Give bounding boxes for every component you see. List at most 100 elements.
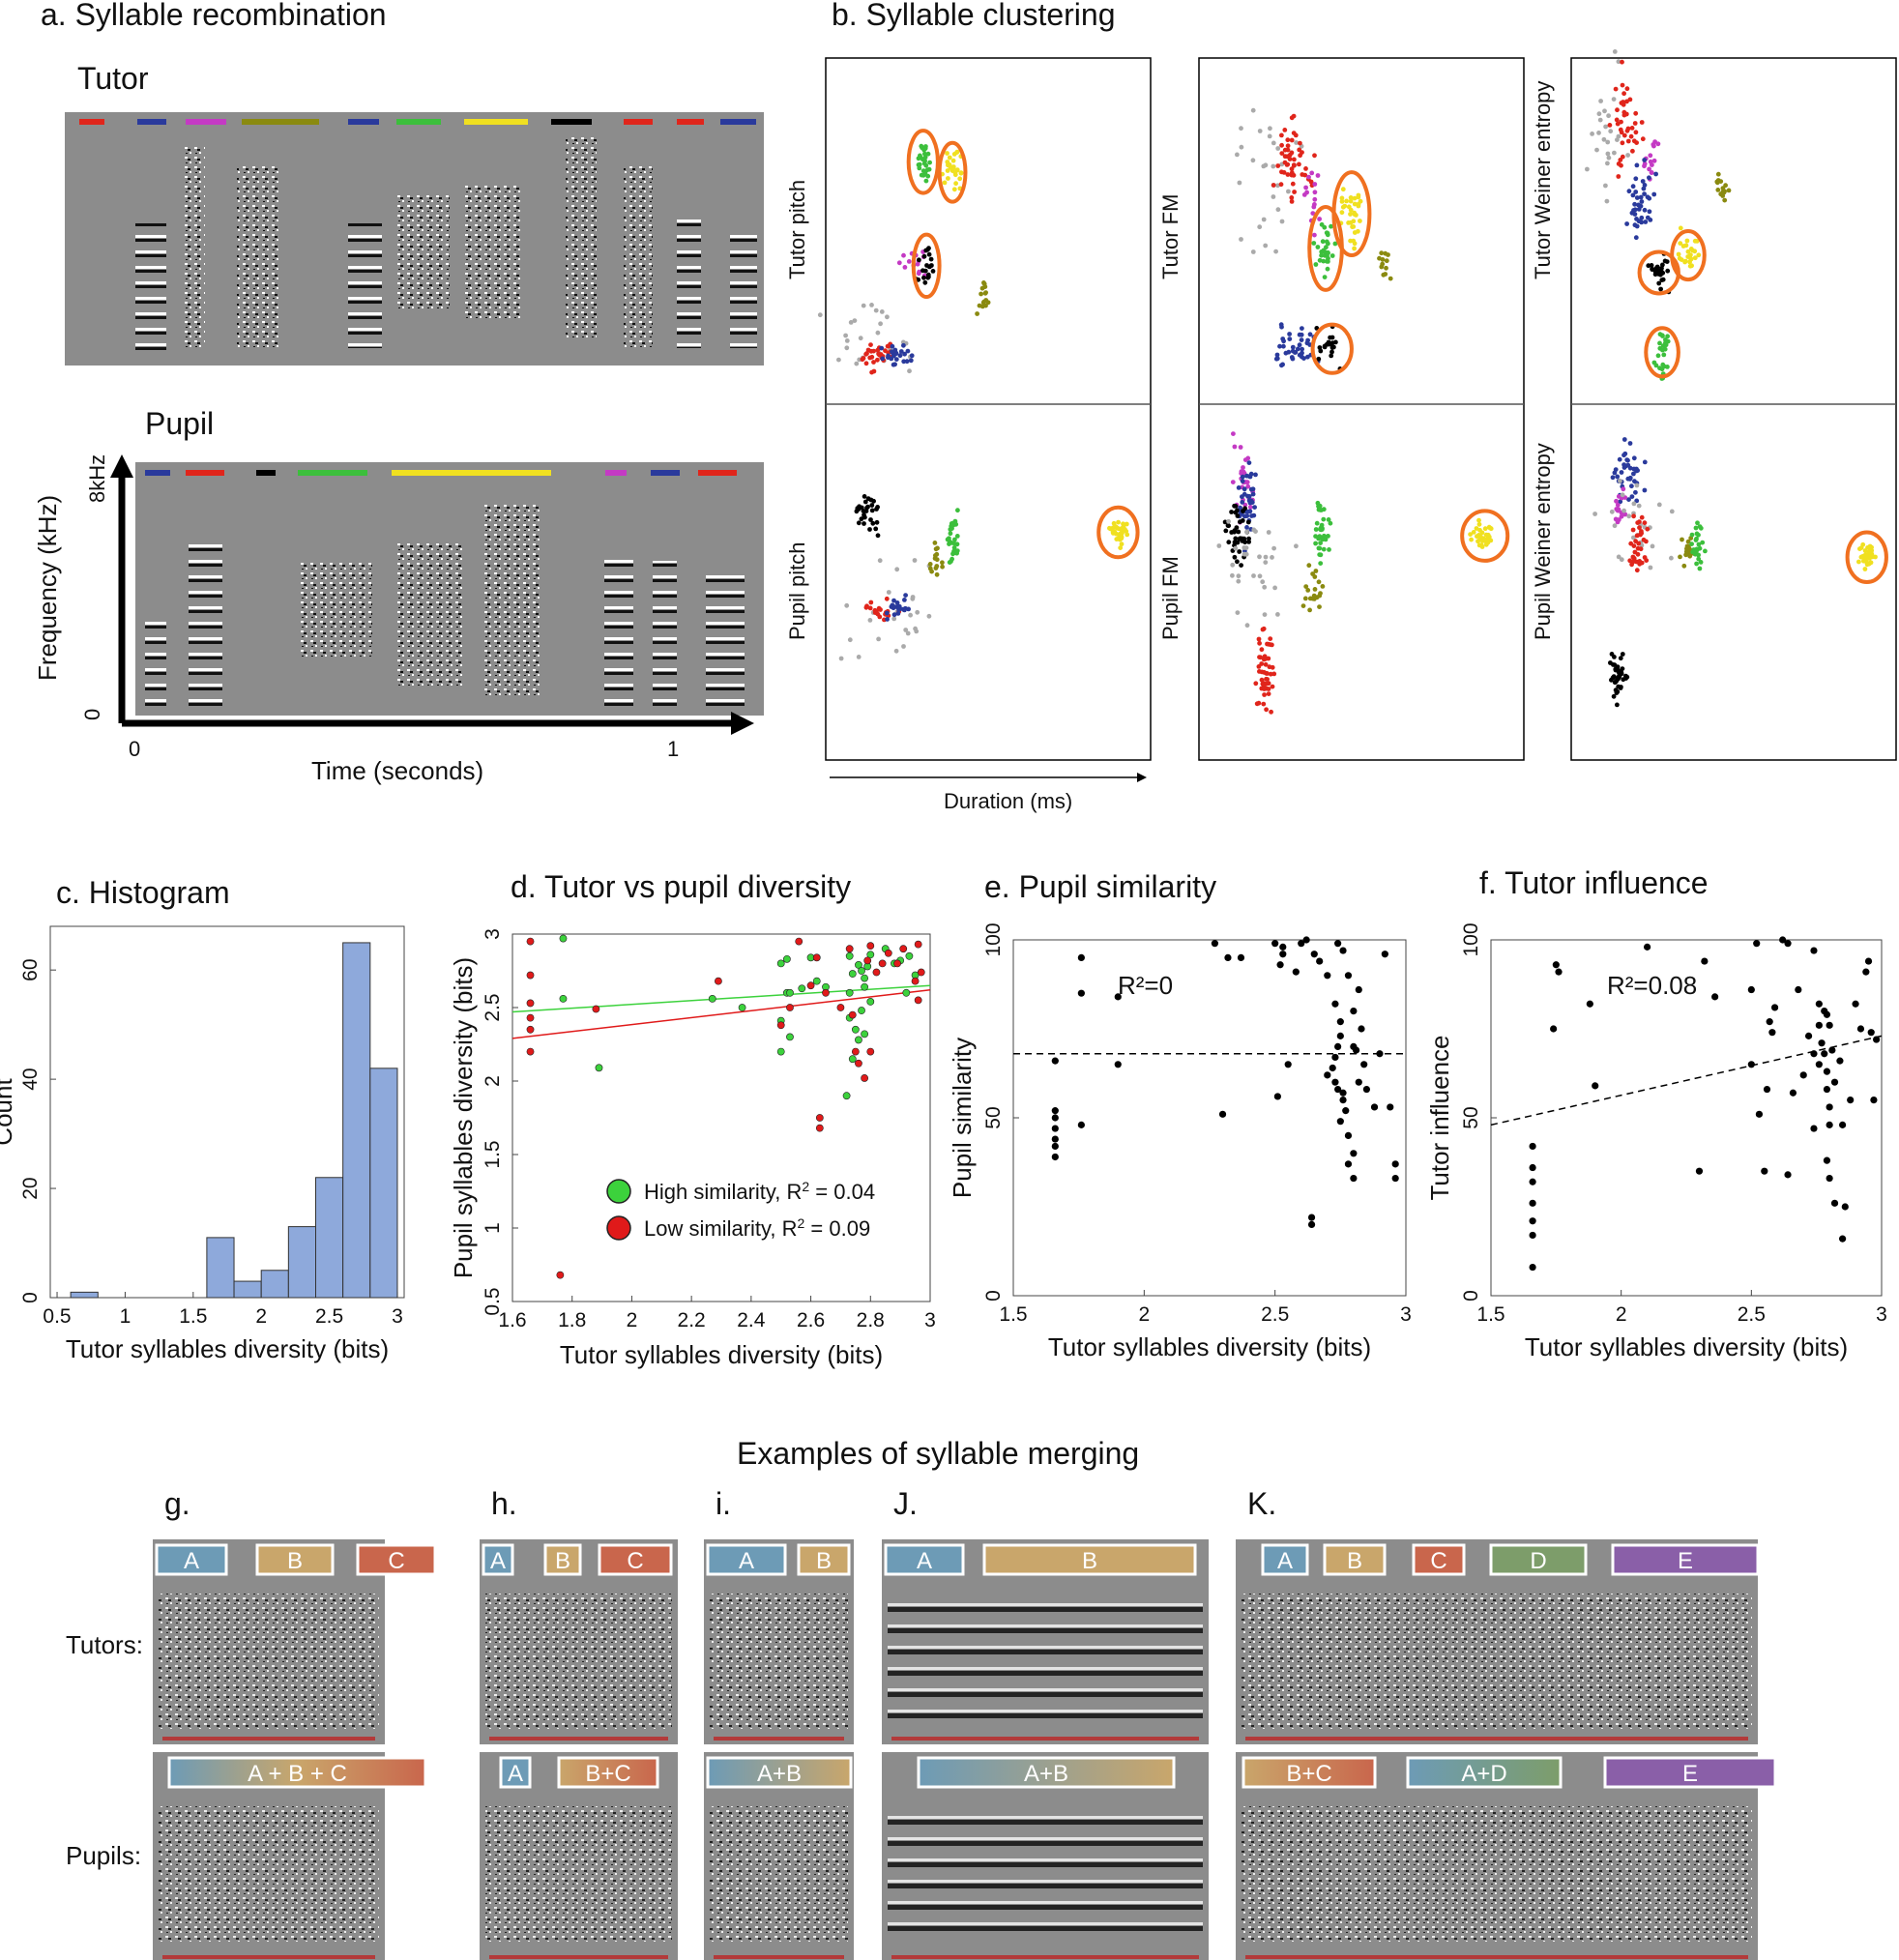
cluster-point bbox=[1857, 546, 1862, 551]
cluster-point bbox=[1236, 573, 1242, 579]
cluster-point bbox=[1626, 189, 1632, 194]
cluster-point bbox=[1659, 278, 1665, 282]
cluster-point bbox=[1344, 198, 1349, 204]
cluster-point bbox=[947, 162, 952, 167]
cluster-point bbox=[1862, 567, 1868, 571]
cluster-point bbox=[1279, 219, 1285, 224]
cluster-point bbox=[900, 339, 906, 345]
scatter-point bbox=[812, 953, 821, 962]
cluster-point bbox=[1300, 172, 1305, 177]
cluster-point bbox=[1263, 661, 1269, 667]
cluster-point bbox=[1245, 509, 1251, 514]
cluster-point bbox=[1615, 474, 1621, 480]
cluster-point bbox=[1317, 604, 1322, 609]
x-tick-label: 1.6 bbox=[498, 1309, 526, 1331]
cluster-point bbox=[1648, 153, 1653, 159]
cluster-point bbox=[1312, 190, 1318, 195]
cluster-point bbox=[1278, 182, 1284, 188]
pupil-trace bbox=[485, 1806, 672, 1942]
cluster-point bbox=[1270, 555, 1274, 560]
cluster-point bbox=[1642, 207, 1648, 213]
cluster-point bbox=[1116, 536, 1121, 541]
scatter-point bbox=[836, 1004, 845, 1011]
cluster-point bbox=[1645, 194, 1651, 200]
cluster-point bbox=[1256, 636, 1262, 642]
y-tick-label: 1.5 bbox=[482, 1140, 504, 1168]
scatter-point bbox=[845, 988, 854, 997]
cluster-point bbox=[925, 151, 931, 157]
scatter-point bbox=[1298, 940, 1305, 948]
cluster-point bbox=[900, 606, 906, 612]
cluster-point bbox=[1656, 280, 1662, 286]
cluster-point bbox=[1358, 198, 1363, 204]
cluster-point bbox=[1266, 687, 1271, 691]
cluster-point bbox=[951, 187, 957, 192]
x-tick-label: 2.4 bbox=[737, 1309, 766, 1331]
cluster-point bbox=[917, 161, 922, 167]
cluster-point bbox=[1120, 526, 1125, 532]
cluster-point bbox=[1306, 174, 1311, 180]
scatter-point bbox=[1358, 1025, 1365, 1033]
cluster-point bbox=[979, 291, 983, 297]
cluster-point bbox=[1640, 179, 1646, 184]
pupil-syllable-bar bbox=[392, 470, 551, 476]
cluster-point bbox=[1240, 474, 1245, 480]
legend-label-high: High similarity, R2 = 0.04 bbox=[644, 1179, 875, 1204]
cluster-point bbox=[1322, 275, 1328, 279]
panel-e: e. Pupil similarity 1.5 2 2.5 3 0 50 100 Tutor … bbox=[948, 869, 1412, 1361]
cluster-point bbox=[1689, 532, 1695, 538]
cluster-point bbox=[981, 299, 986, 305]
cluster-point bbox=[906, 259, 912, 264]
cluster-point bbox=[1229, 510, 1234, 514]
cluster-point bbox=[1232, 554, 1238, 560]
cluster-point bbox=[1692, 551, 1698, 557]
cluster-point bbox=[1486, 534, 1492, 540]
cluster-point bbox=[1287, 332, 1292, 336]
cluster-point bbox=[1615, 676, 1621, 681]
cluster-point bbox=[929, 569, 934, 574]
cluster-point bbox=[861, 509, 866, 513]
cluster-point bbox=[1226, 540, 1232, 545]
y-tick-label: 0 bbox=[19, 1292, 42, 1303]
cluster-point bbox=[1329, 353, 1334, 359]
tutor-syllable-bar bbox=[551, 119, 592, 125]
cluster-point bbox=[1638, 194, 1644, 200]
cluster-point bbox=[914, 629, 920, 634]
cluster-point bbox=[1665, 268, 1671, 274]
cluster-point bbox=[1604, 198, 1610, 204]
histogram-bar bbox=[342, 942, 371, 1299]
cluster-point bbox=[1634, 162, 1640, 168]
example-letter: h. bbox=[491, 1486, 517, 1521]
cluster-point bbox=[1326, 259, 1330, 264]
cluster-point bbox=[1621, 486, 1626, 492]
cluster-point bbox=[1245, 519, 1251, 525]
cluster-point bbox=[1118, 545, 1124, 550]
fit-line bbox=[511, 984, 931, 1013]
cluster-point bbox=[1234, 525, 1240, 530]
cluster-point bbox=[1694, 561, 1699, 567]
cluster-point bbox=[1328, 520, 1333, 526]
cluster-point bbox=[1303, 584, 1309, 589]
x-tick-label: 1.8 bbox=[558, 1309, 586, 1331]
cluster-point bbox=[1624, 128, 1630, 133]
scatter-point bbox=[1826, 1174, 1833, 1183]
pupil-syllable-label: A+B bbox=[1024, 1761, 1068, 1787]
cluster-point bbox=[922, 151, 927, 157]
scatter-point bbox=[822, 988, 830, 997]
cluster-point bbox=[862, 494, 867, 499]
cluster-point bbox=[1239, 126, 1243, 132]
cluster-point bbox=[1598, 99, 1603, 103]
scatter-point bbox=[1823, 1156, 1831, 1164]
tutor-syllable-bar bbox=[137, 119, 166, 125]
cluster-point bbox=[1861, 558, 1866, 564]
cluster-point bbox=[1680, 244, 1686, 249]
scatter-point bbox=[1870, 1097, 1878, 1104]
pupil-underline bbox=[162, 1955, 375, 1959]
scatter-point bbox=[861, 982, 869, 991]
panel-e-title: e. Pupil similarity bbox=[984, 869, 1216, 904]
cluster-point bbox=[1268, 636, 1273, 641]
tutor-syllable-bar bbox=[720, 119, 756, 125]
cluster-point bbox=[1262, 612, 1268, 617]
tutor-trace bbox=[485, 1594, 672, 1729]
tutor-syllable-box bbox=[1611, 1543, 1760, 1576]
